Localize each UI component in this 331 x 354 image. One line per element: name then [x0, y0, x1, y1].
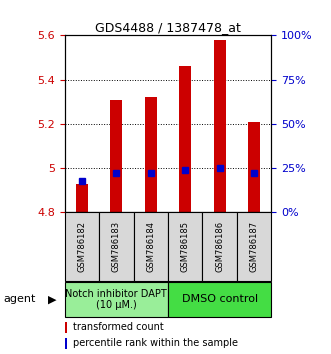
Text: GSM786183: GSM786183	[112, 221, 121, 273]
Bar	[203, 212, 237, 281]
Bar	[133, 212, 168, 281]
Bar	[248, 122, 260, 212]
Text: transformed count: transformed count	[73, 322, 164, 332]
Text: percentile rank within the sample: percentile rank within the sample	[73, 338, 238, 348]
Bar	[179, 66, 191, 212]
Bar	[76, 184, 88, 212]
Bar	[110, 99, 122, 212]
Bar	[65, 282, 168, 317]
Bar	[65, 322, 67, 333]
Text: ▶: ▶	[48, 295, 57, 304]
Bar	[168, 212, 203, 281]
Bar	[65, 338, 67, 349]
Text: GSM786185: GSM786185	[181, 221, 190, 273]
Text: GSM786187: GSM786187	[250, 221, 259, 273]
Text: Notch inhibitor DAPT
(10 μM.): Notch inhibitor DAPT (10 μM.)	[66, 289, 167, 310]
Bar	[99, 212, 133, 281]
Text: DMSO control: DMSO control	[182, 295, 258, 304]
Text: GSM786186: GSM786186	[215, 221, 224, 273]
Text: agent: agent	[3, 295, 36, 304]
Bar	[168, 282, 271, 317]
Bar	[65, 212, 99, 281]
Bar	[145, 97, 157, 212]
Text: GSM786184: GSM786184	[146, 221, 155, 273]
Text: GSM786182: GSM786182	[77, 221, 86, 273]
Bar	[214, 40, 226, 212]
Title: GDS4488 / 1387478_at: GDS4488 / 1387478_at	[95, 21, 241, 34]
Bar	[237, 212, 271, 281]
